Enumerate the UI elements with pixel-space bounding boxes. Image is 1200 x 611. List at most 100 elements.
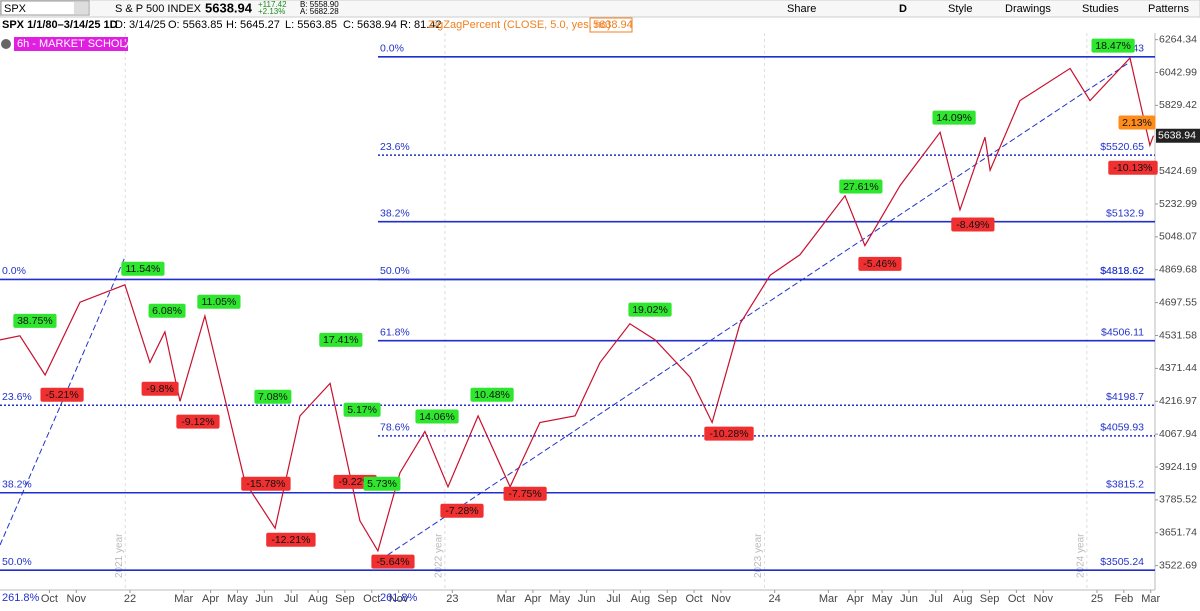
y-tick-label: 5829.42 [1159,99,1197,111]
legend-field: O: 5563.85 [168,19,222,31]
y-tick-label: 4371.44 [1159,362,1197,374]
zigzag-label: -7.28% [445,505,478,517]
x-tick-label: Sep [980,593,1000,605]
x-tick-label: 25 [1091,593,1103,605]
fib-price-label: $4818.62 [1100,265,1144,277]
x-tick-label: Apr [202,593,219,605]
y-tick-label: 3785.52 [1159,494,1197,506]
zigzag-label: 11.54% [125,263,160,275]
zigzag-label: 5.17% [347,404,377,416]
fib-label: 23.6% [380,141,410,153]
symbol-dropdown[interactable] [74,2,88,14]
x-tick-label: Nov [711,593,731,605]
zigzag-label: 18.47% [1095,40,1131,52]
zigzag-badge [363,476,401,491]
zigzag-label: -9.22% [338,476,371,488]
toolbar [0,0,1200,18]
y-tick-label: 6042.99 [1159,66,1197,78]
year-label: 2021 year [114,533,125,578]
x-tick-label: Oct [41,593,58,605]
zigzag-label: 7.08% [258,391,288,403]
y-tick-label: 5048.07 [1159,231,1197,243]
x-tick-label: Nov [1033,593,1053,605]
zigzag-badge [704,426,754,441]
fib-label: 23.6% [2,391,32,403]
zigzag-label: 2.13% [1122,117,1152,129]
zigzag-badge [932,110,976,125]
x-tick-label: May [549,593,570,605]
fib-label: 0.0% [380,43,404,55]
last-price-label: 5638.94 [1158,130,1196,142]
zigzag-badge [1108,160,1158,175]
year-label: 2023 year [753,533,764,578]
y-tick-label: 5424.69 [1159,165,1197,177]
x-tick-label: Mar [1141,593,1160,605]
x-tick-label: Jul [606,593,620,605]
toolbar-button[interactable]: Studies [1082,3,1119,15]
zigzag-label: 14.06% [419,411,455,423]
y-tick-label: 3651.74 [1159,527,1197,539]
zigzag-label: 11.05% [201,296,236,308]
zigzag-badge [148,303,186,318]
zigzag-badge [343,402,381,417]
y-tick-label: 3924.19 [1159,461,1197,473]
x-tick-label: 22 [124,593,136,605]
zigzag-badge [319,332,363,347]
zigzag-badge [13,313,57,328]
change-pct: +2.13% [258,7,285,16]
x-tick-label: Apr [847,593,864,605]
toolbar-button[interactable]: Share [787,3,816,15]
zigzag-label: -12.21% [271,534,310,546]
y-tick-label: 3522.69 [1159,559,1197,571]
x-tick-label: Oct [1008,593,1025,605]
toolbar-button[interactable]: Patterns [1148,3,1189,15]
y-tick-label: 4697.55 [1159,296,1197,308]
zigzag-badge [141,381,179,396]
x-tick-label: Mar [174,593,193,605]
symbol[interactable]: SPX [4,3,27,15]
zigzag-label: 17.41% [323,334,359,346]
fib-label: 261.8% [2,592,40,604]
fib-price-label: $4059.93 [1100,422,1144,434]
zigzag-label: -5.21% [45,389,78,401]
zigzag-label: -9.8% [146,383,173,395]
zigzag-badge [40,387,84,402]
legend-field: H: 5645.27 [226,19,280,31]
y-tick-label: 4216.97 [1159,395,1197,407]
toolbar-button[interactable]: D [899,3,907,15]
fib-label: 38.2% [2,479,32,491]
x-tick-label: Oct [686,593,703,605]
toolbar-button[interactable]: Style [948,3,972,15]
x-tick-label: Aug [953,593,973,605]
alert-icon[interactable] [1,39,11,49]
fib-price-label: $3505.24 [1100,556,1144,568]
zigzag-label: -15.78% [246,478,285,490]
zigzag-label: 5.73% [367,478,397,490]
zigzag-badge [951,217,995,232]
zigzag-badge [440,503,484,518]
zigzag-badge [176,414,220,429]
zigzag-label: 10.48% [474,389,510,401]
trend-line [379,61,1131,561]
legend-field: D: 3/14/25 [115,19,166,31]
zigzag-label: -10.13% [1113,162,1152,174]
x-tick-label: Apr [524,593,541,605]
fib-label: 50.0% [380,265,410,277]
symbol-box[interactable] [0,0,90,16]
x-tick-label: Oct [363,593,380,605]
x-tick-label: Jun [578,593,596,605]
fib-price-label: $5132.9 [1106,207,1144,219]
x-tick-label: Nov [67,593,87,605]
change: +117.42 [258,0,287,9]
fib-label: 50.0% [2,556,32,568]
toolbar-button[interactable]: Drawings [1005,3,1051,15]
year-label: 2022 year [434,533,445,578]
x-tick-label: Aug [631,593,651,605]
zigzag-badge [1091,38,1135,53]
study-value-box [589,17,633,33]
zigzag-label: 6.08% [152,305,182,317]
fib-price-label: $3815.2 [1106,479,1144,491]
fib-label: 38.2% [380,207,410,219]
